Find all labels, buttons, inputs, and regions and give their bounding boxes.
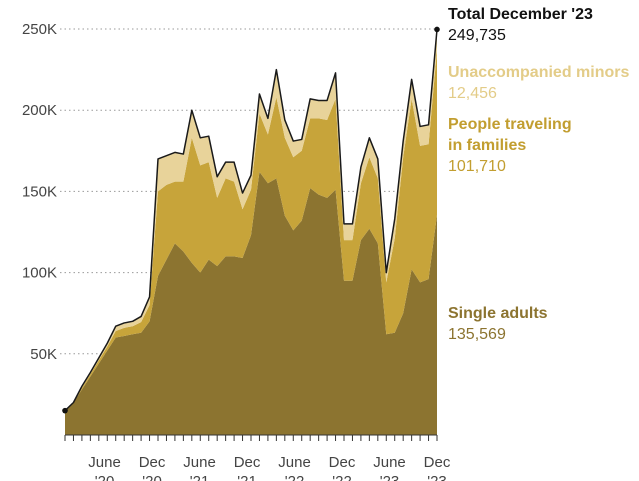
legend-unaccompanied-minors-value: 12,456 — [448, 85, 497, 102]
x-tick-label-year: '20 — [142, 473, 162, 481]
x-tick-label: Dec — [234, 454, 261, 471]
y-tick-label: 150K — [22, 183, 57, 200]
legend-unaccompanied-minors-name: Unaccompanied minors — [448, 64, 630, 81]
total-end-point — [434, 26, 440, 33]
y-tick-label: 50K — [30, 346, 57, 363]
x-tick-label-year: '23 — [427, 473, 447, 481]
legend-families: People traveling in families 101,710 — [448, 114, 572, 177]
x-tick-label-year: '23 — [380, 473, 400, 481]
total-line — [64, 29, 438, 412]
x-tick-label-year: '22 — [332, 473, 352, 481]
y-tick-label: 250K — [22, 21, 57, 38]
x-tick-label: Dec — [329, 454, 356, 471]
total-annotation-value: 249,735 — [448, 27, 506, 44]
total-annotation-label: Total December '23 — [448, 6, 593, 23]
y-tick-label: 100K — [22, 265, 57, 282]
x-tick-label: June — [278, 454, 311, 471]
x-tick-label: Dec — [424, 454, 451, 471]
x-tick-label: June — [373, 454, 406, 471]
total-start-point — [62, 407, 68, 414]
x-tick-label-year: '20 — [95, 473, 115, 481]
total-annotation: Total December '23 249,735 — [448, 4, 593, 46]
legend-unaccompanied-minors: Unaccompanied minors 12,456 — [448, 62, 629, 104]
legend-single-adults-name: Single adults — [448, 305, 548, 322]
legend-single-adults-value: 135,569 — [448, 326, 506, 343]
x-tick-label: June — [88, 454, 121, 471]
x-tick-label: June — [183, 454, 216, 471]
area-single-adults — [65, 171, 437, 435]
y-tick-label: 200K — [22, 102, 57, 119]
legend-families-value: 101,710 — [448, 158, 506, 175]
area-families — [65, 49, 437, 411]
x-tick-label-year: '21 — [237, 473, 257, 481]
legend-single-adults: Single adults 135,569 — [448, 303, 548, 345]
x-tick-label-year: '22 — [285, 473, 305, 481]
x-tick-label: Dec — [139, 454, 166, 471]
legend-families-name: People traveling in families — [448, 116, 572, 154]
x-tick-label-year: '21 — [190, 473, 210, 481]
